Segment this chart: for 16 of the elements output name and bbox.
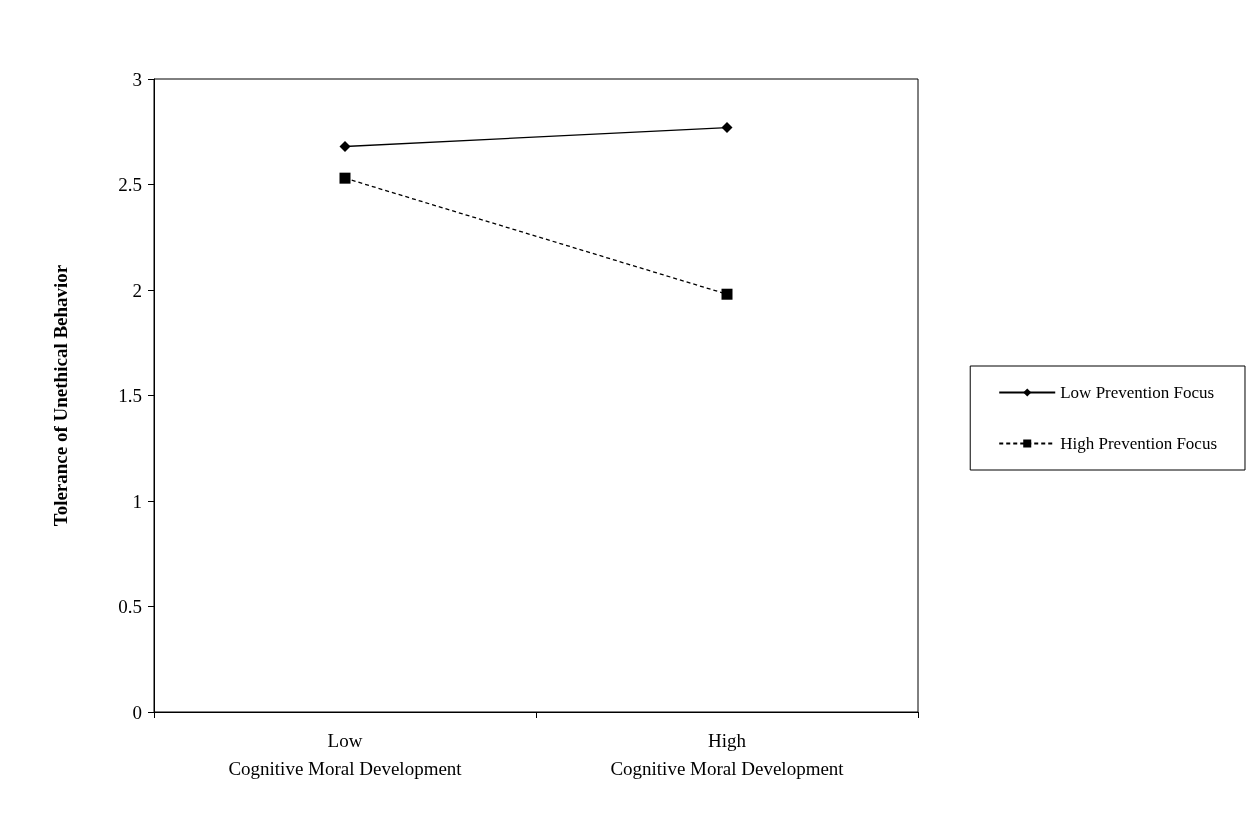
x-tick-label: Low Cognitive Moral Development (228, 729, 463, 779)
y-tick-label: 3 (132, 68, 142, 90)
y-tick-label: 1.5 (118, 385, 142, 406)
y-tick-label: 1 (132, 490, 142, 512)
y-axis-title: Tolerance of Unethical Behavior (50, 264, 71, 527)
point (339, 172, 351, 184)
point (721, 122, 733, 134)
point (721, 288, 733, 300)
x-tick-label: High Cognitive Moral Development (610, 729, 845, 779)
y-tick-label: 2.5 (118, 174, 142, 195)
legend-label: Low Prevention Focus (1060, 383, 1215, 402)
y-tick-label: 2 (132, 279, 142, 301)
y-tick-label: 0.5 (118, 596, 142, 617)
legend-label: High Prevention Focus (1060, 434, 1218, 453)
y-tick-label: 0 (132, 701, 142, 723)
point (339, 141, 351, 153)
